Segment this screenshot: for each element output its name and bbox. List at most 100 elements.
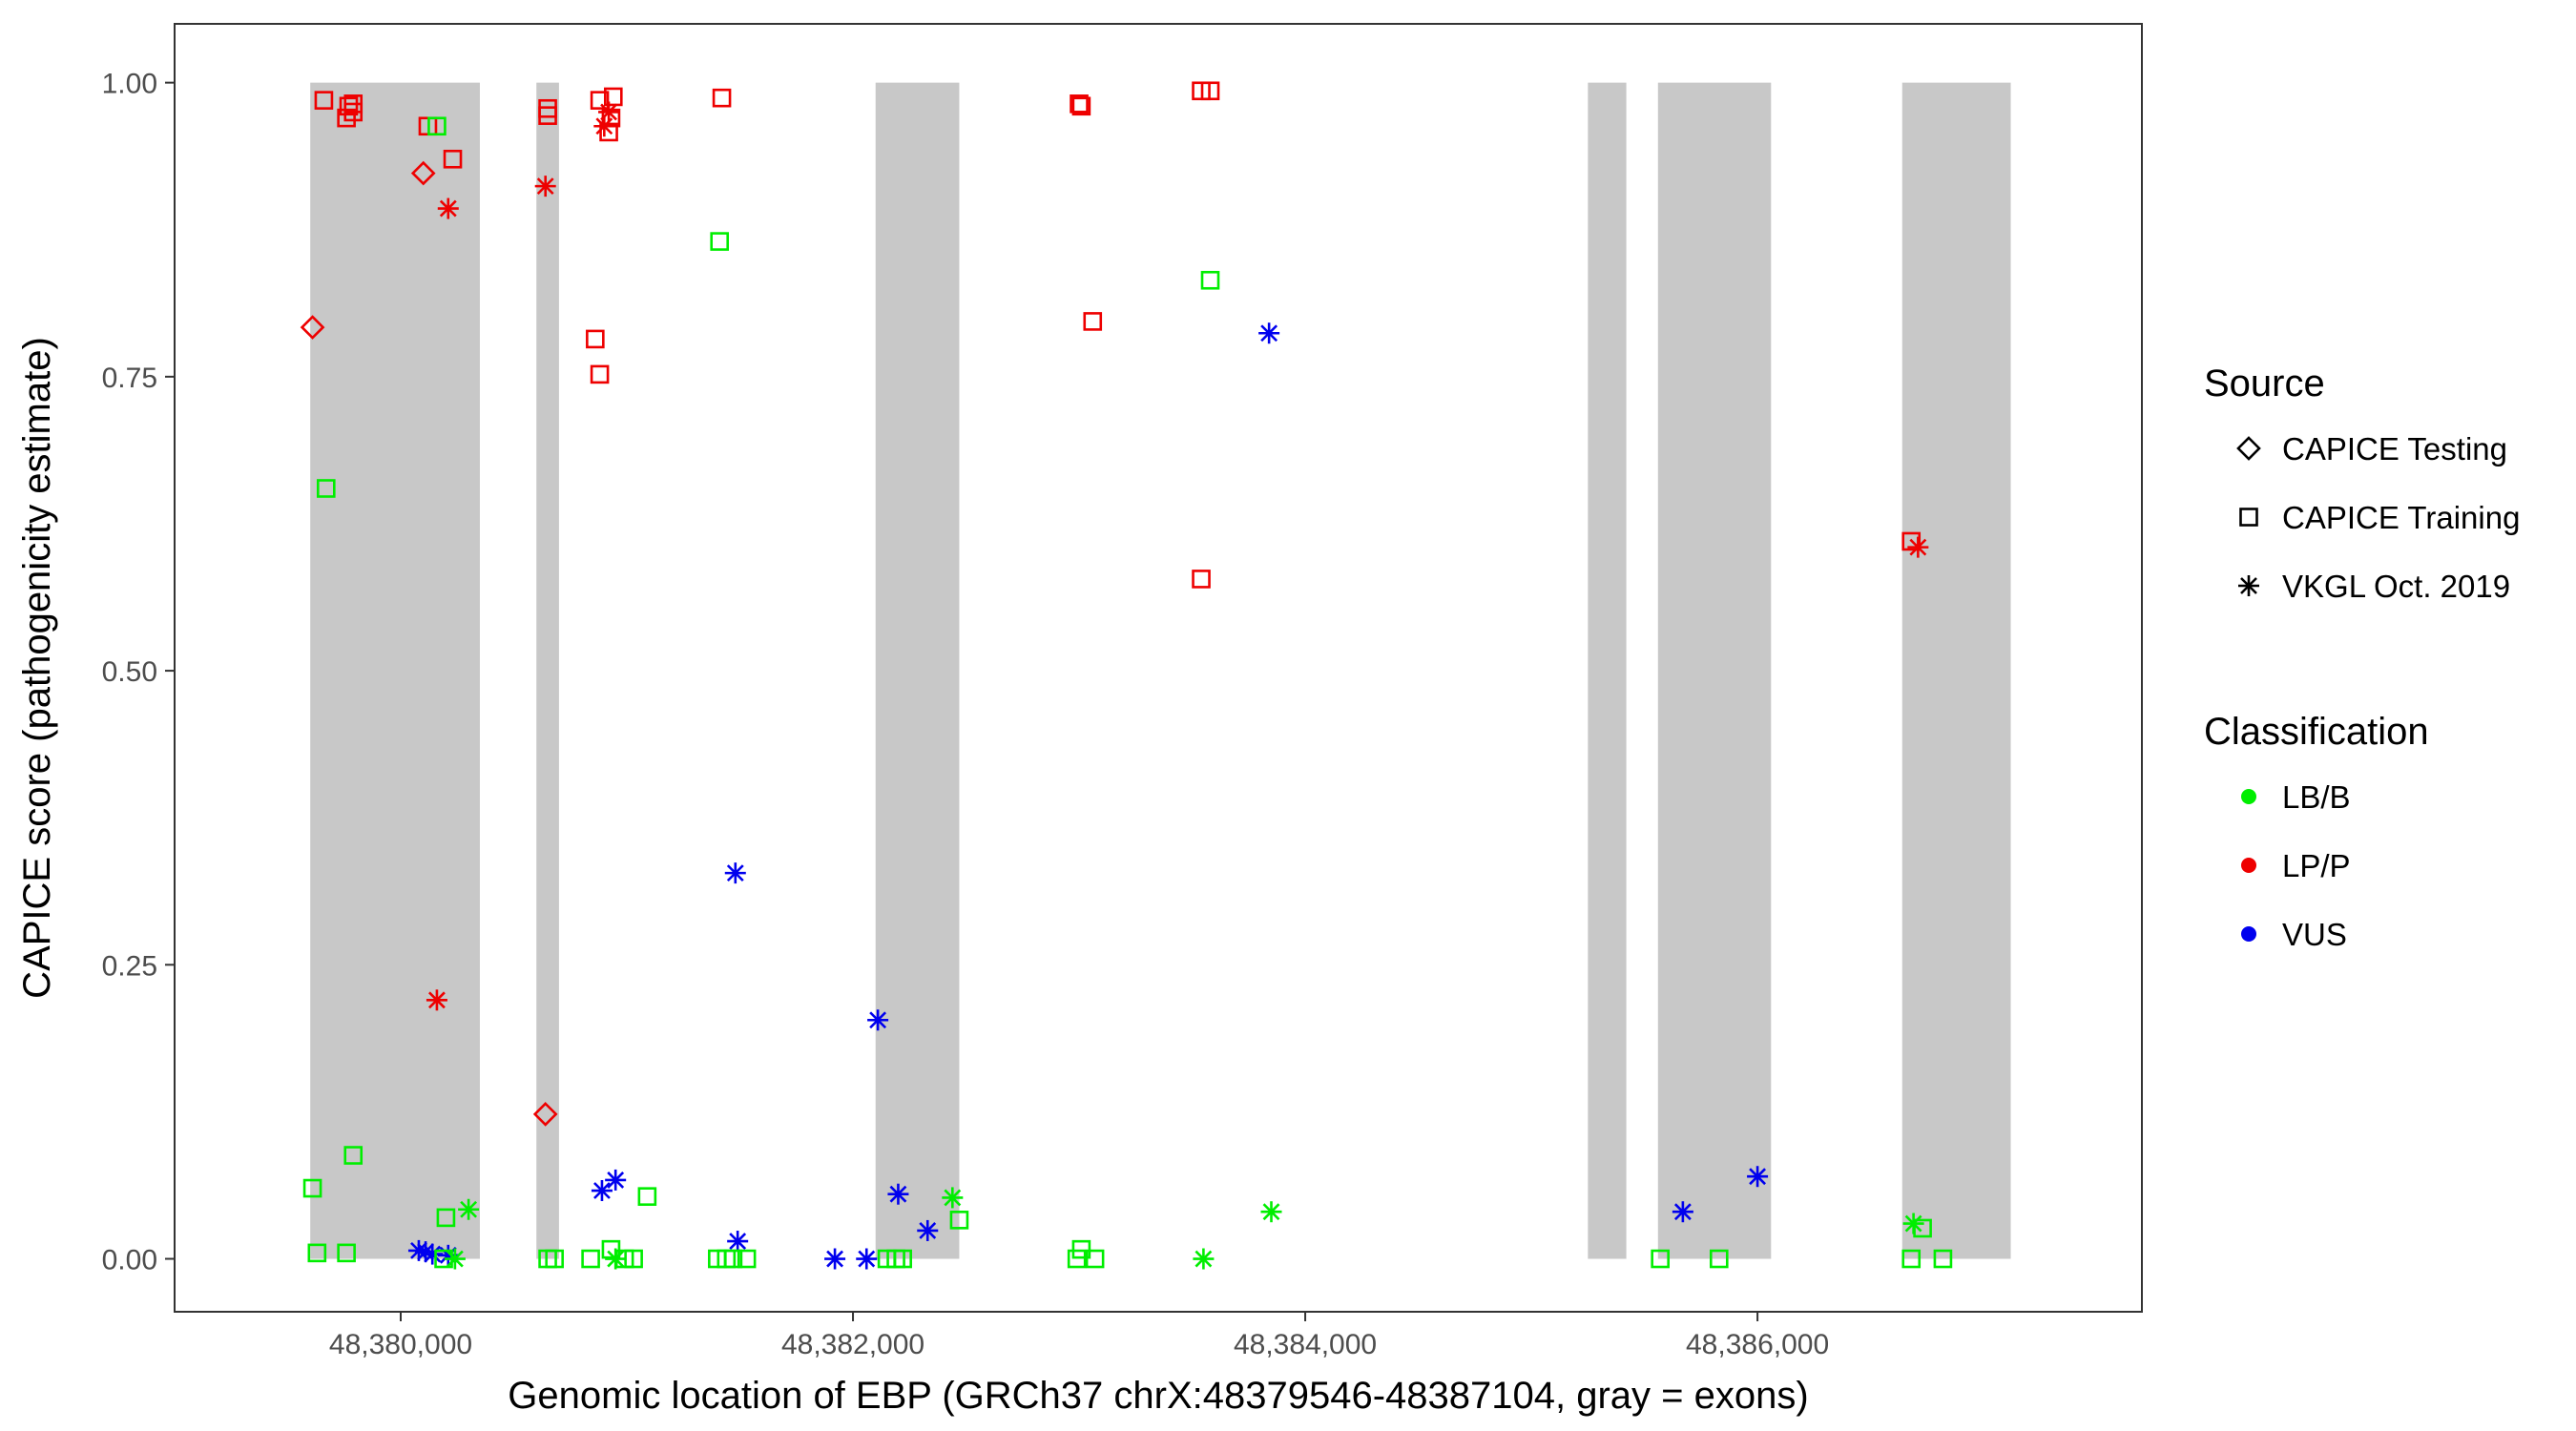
data-point [599,122,618,142]
legend-key-color [2241,789,2256,804]
data-point [856,1248,878,1270]
data-point [458,1198,480,1220]
data-point [314,91,334,110]
x-axis: 48,380,000 48,382,000 48,384,000 48,386,000 [329,1312,1829,1360]
y-tick-label: 0.25 [102,950,157,982]
data-point [307,1243,327,1263]
data-point [343,1146,364,1165]
data-point [1907,536,1929,558]
legend-label-classification: VUS [2282,917,2347,952]
legend-title-source: Source [2204,363,2325,404]
data-point [1071,1239,1091,1259]
data-point [917,1219,939,1241]
data-point [443,149,463,169]
data-point [1709,1249,1729,1269]
data-point [343,94,364,114]
data-points [300,81,1953,1270]
data-point [624,1249,643,1269]
data-point [339,96,359,116]
panel-border [174,23,2143,1313]
data-point [581,1249,600,1269]
data-point [1651,1249,1670,1269]
legend-key-asterisk [2238,575,2259,596]
data-point [302,1178,322,1198]
data-point [300,315,325,340]
exon-band [1901,82,2011,1259]
legend-key-color [2241,926,2256,942]
data-point [1070,94,1089,114]
exon-band [1588,82,1627,1259]
legend-label-classification: LB/B [2282,779,2351,815]
x-tick-label: 48,384,000 [1234,1329,1377,1360]
data-point [710,232,729,251]
data-point [1901,531,1922,551]
data-point [437,197,459,219]
data-point [545,1249,564,1269]
legend-label-source: VKGL Oct. 2019 [2282,569,2510,604]
y-tick-label: 0.50 [102,656,157,688]
data-point [1901,1249,1922,1269]
y-axis-title: CAPICE score (pathogenicity estimate) [16,337,58,999]
data-point [824,1248,846,1270]
data-point [942,1187,964,1209]
legend: Source Classification CAPICE Testing CAPI… [2204,363,2520,952]
data-point [586,329,605,349]
data-point [1085,1249,1105,1269]
x-tick-label: 48,386,000 [1686,1329,1829,1360]
data-point [637,1187,657,1206]
data-point [1071,96,1091,116]
data-point [1200,81,1220,101]
legend-key-diamond [2236,436,2261,461]
legend-label-classification: LP/P [2282,848,2351,883]
x-tick-label: 48,380,000 [329,1329,472,1360]
exon-band [875,82,960,1259]
data-point [538,106,557,125]
y-tick-label: 0.00 [102,1245,157,1276]
data-point [737,1249,757,1269]
data-point [949,1211,969,1230]
data-point [1933,1249,1953,1269]
legend-label-source: CAPICE Training [2282,500,2520,535]
data-point [436,1208,456,1228]
legend-key-square [2239,508,2258,527]
legend-label-source: CAPICE Testing [2282,431,2507,467]
data-point [712,88,732,108]
data-point [723,1249,743,1269]
data-point [1747,1166,1769,1188]
data-point [598,101,620,123]
data-point [727,1231,749,1253]
data-point [1672,1201,1693,1223]
data-point [601,1239,621,1259]
data-point [1067,1249,1087,1269]
data-point [427,116,447,136]
data-point [590,91,610,110]
y-tick-label: 0.75 [102,363,157,394]
data-point [1192,570,1211,589]
y-axis: 0.00 0.25 0.50 0.75 1.00 [102,69,175,1276]
data-point [593,115,615,137]
data-point [316,479,336,498]
y-tick-label: 1.00 [102,69,157,100]
data-point [590,364,610,384]
data-point [1913,1218,1932,1238]
data-point [426,989,447,1011]
exon-band [1657,82,1772,1259]
legend-key-color [2241,858,2256,873]
data-point [605,1169,627,1191]
exon-band [310,82,480,1259]
data-point [444,1248,466,1270]
data-point [337,108,356,128]
x-axis-title: Genomic location of EBP (GRCh37 chrX:483… [508,1375,1808,1417]
data-point [887,1183,909,1205]
exon-bands [310,82,2011,1259]
data-point [1258,322,1280,344]
data-point [337,1243,356,1263]
data-point [604,87,623,107]
exon-band [536,82,559,1259]
x-tick-label: 48,382,000 [781,1329,924,1360]
legend-title-classification: Classification [2204,711,2429,753]
data-point [534,176,556,197]
data-point [1193,1248,1215,1270]
data-point [1200,270,1220,290]
